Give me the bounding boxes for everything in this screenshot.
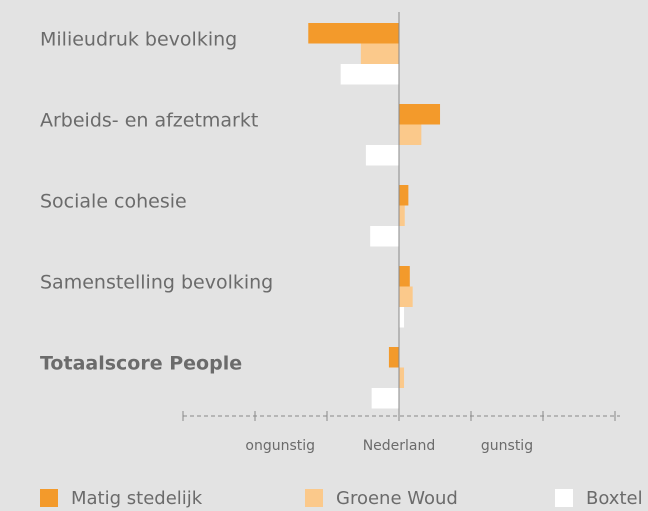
legend-swatch [40, 489, 58, 507]
category-label: Sociale cohesie [40, 191, 187, 213]
legend-swatch [305, 489, 323, 507]
legend-swatch [555, 489, 573, 507]
x-tick-label: Nederland [363, 438, 436, 454]
x-tick-label: ongunstig [245, 438, 315, 454]
category-label: Milieudruk bevolking [40, 29, 237, 51]
bar [399, 367, 405, 388]
bar [399, 104, 441, 125]
legend-label: Matig stedelijk [71, 488, 203, 509]
legend-label: Groene Woud [336, 488, 458, 509]
bar [370, 226, 399, 247]
bar [340, 64, 399, 85]
category-label: Totaalscore People [40, 353, 242, 375]
bar [308, 23, 399, 44]
bar [399, 266, 410, 287]
category-label: Arbeids- en afzetmarkt [40, 110, 258, 132]
bar [399, 185, 409, 206]
bar [365, 145, 399, 166]
x-tick-label: gunstig [481, 438, 533, 454]
bar [388, 347, 399, 368]
bar [399, 205, 405, 226]
bar [399, 307, 405, 328]
bar [399, 124, 422, 145]
bar [360, 43, 399, 64]
legend-label: Boxtel [586, 488, 643, 509]
bar [371, 388, 399, 409]
category-label: Samenstelling bevolking [40, 272, 273, 294]
bar [399, 286, 413, 307]
